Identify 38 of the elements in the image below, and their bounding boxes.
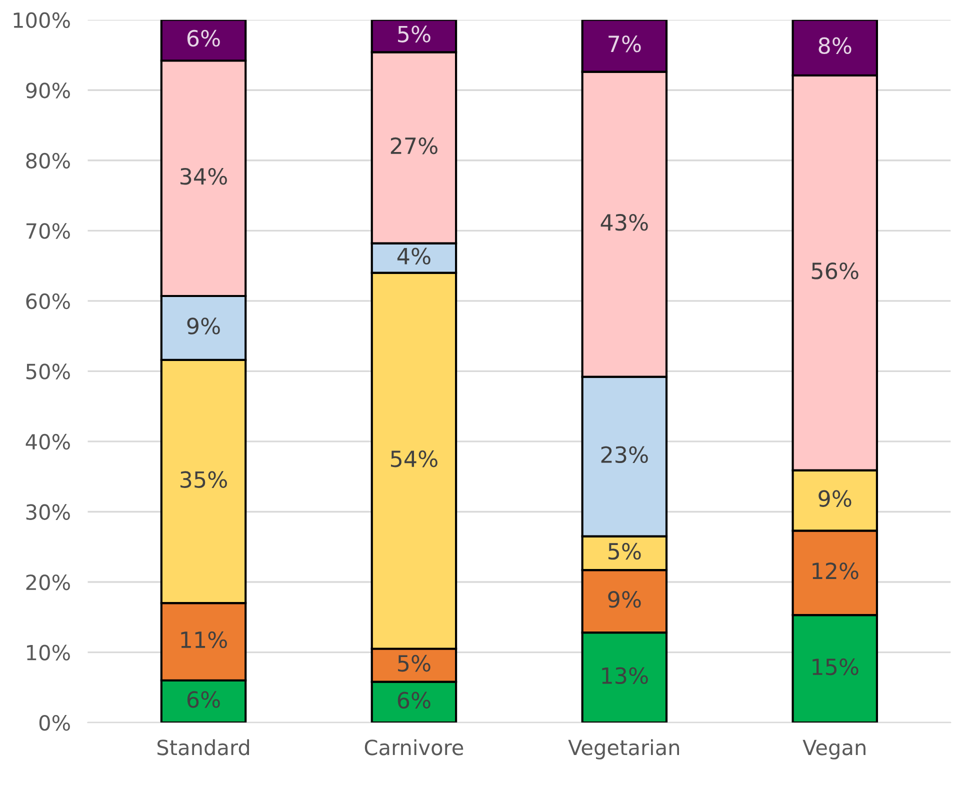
data-label: 5% [608,542,641,560]
y-tick-label: 10% [27,644,70,660]
data-label: 8% [818,37,852,54]
data-label: 9% [187,318,220,334]
data-label: 35% [180,471,227,488]
y-tick-label: 60% [26,293,70,310]
data-label: 4% [397,248,430,265]
data-label: 9% [818,490,852,507]
data-label: 15% [812,658,858,676]
data-label: 43% [600,214,648,231]
y-tick-label: 90% [26,82,70,98]
data-label: 5% [398,26,430,42]
data-label: 7% [608,35,641,52]
y-tick-label: 100% [14,12,70,28]
data-label: 23% [601,446,648,464]
data-label: 56% [812,262,858,280]
data-label: 11% [181,631,227,648]
data-label: 6% [187,30,220,47]
x-tick-label: Carnivore [364,739,464,756]
x-tick-label: Vegan [802,740,866,760]
y-tick-label: 30% [26,504,70,520]
y-tick-label: 80% [26,152,70,169]
y-tick-label: 20% [26,574,70,590]
data-label: 6% [187,691,220,708]
data-label: 34% [180,168,227,185]
data-label: 9% [608,590,641,608]
x-tick-label: Standard [157,739,249,756]
data-label: 13% [602,667,648,684]
y-tick-label: 0% [39,714,70,731]
data-label: 12% [812,562,858,580]
y-tick-label: 70% [26,223,70,239]
data-label: 5% [398,654,430,672]
data-label: 6% [398,692,430,709]
y-tick-label: 40% [26,434,70,450]
data-label: 54% [390,450,438,468]
y-tick-label: 50% [26,364,70,380]
x-tick-label: Vegetarian [568,739,680,760]
data-label: 27% [390,137,438,154]
